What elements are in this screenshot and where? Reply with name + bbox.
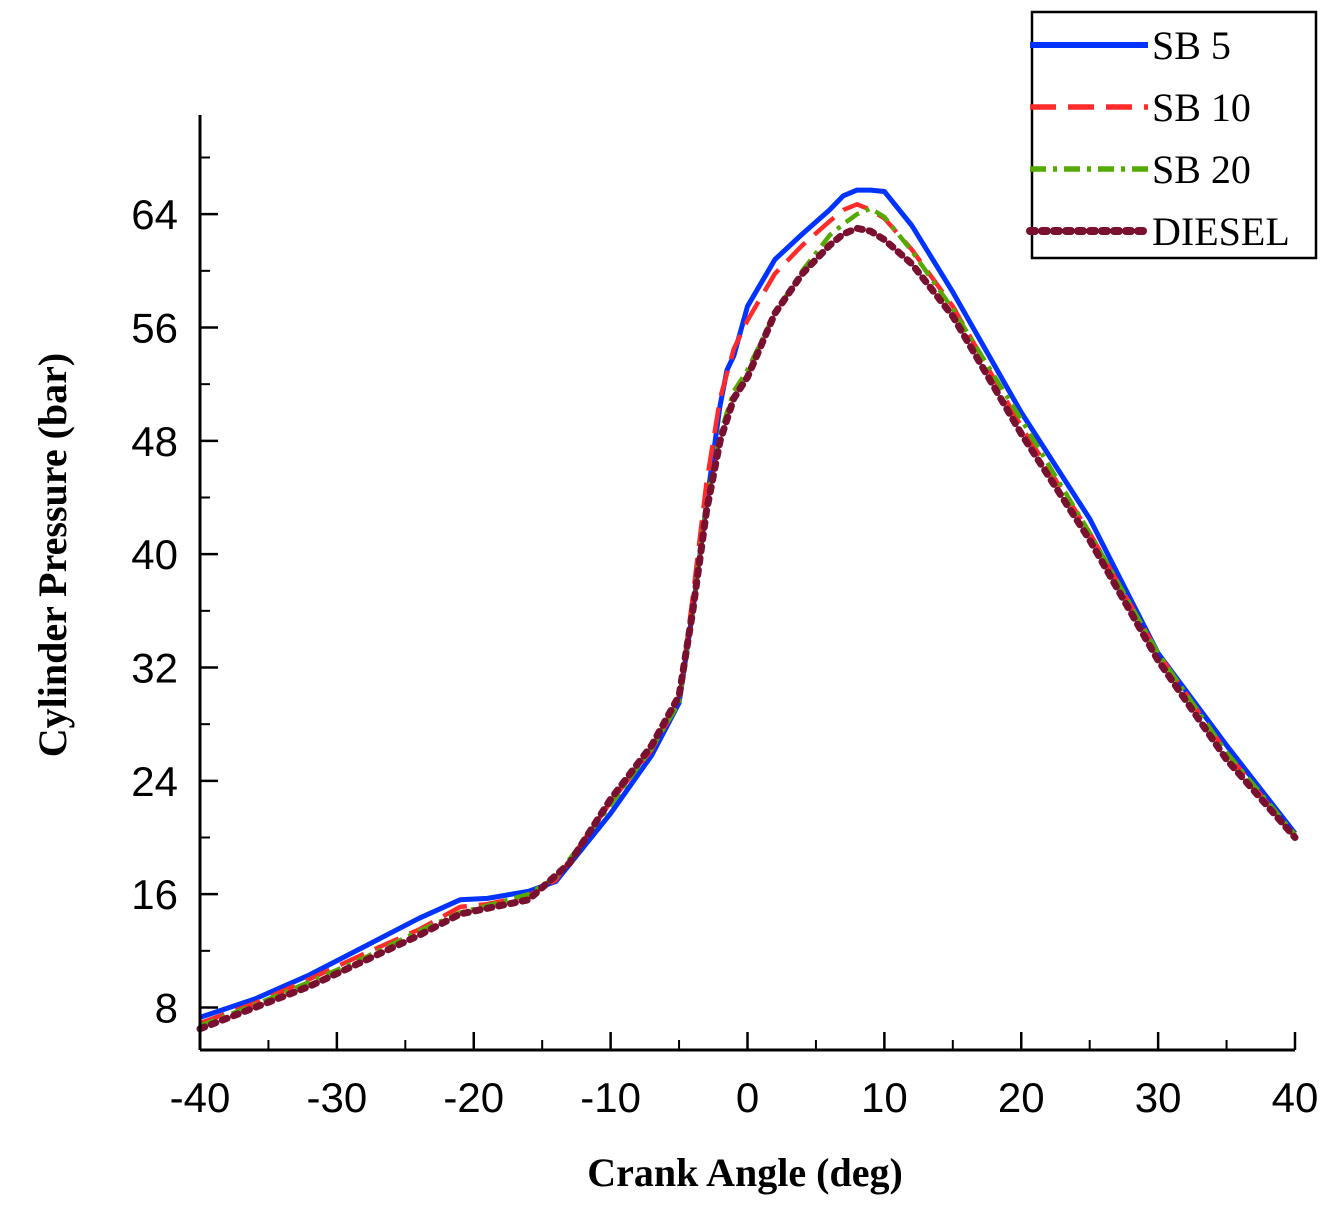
y-axis-title: Cylinder Pressure (bar) [30,353,75,757]
x-tick-label: -10 [580,1074,641,1121]
legend-label-sb-5: SB 5 [1152,23,1231,68]
x-axis-title: Crank Angle (deg) [587,1150,903,1195]
series-line-sb-5 [199,187,1297,1020]
legend-label-sb-10: SB 10 [1152,85,1251,130]
x-tick-label: 30 [1135,1074,1182,1121]
x-tick-label: -30 [307,1074,368,1121]
y-tick-label: 48 [131,418,178,465]
x-tick-label: 10 [861,1074,908,1121]
legend-label-diesel: DIESEL [1152,209,1290,254]
legend-box [1030,10,1318,260]
series-line-diesel [196,224,1299,1033]
legend-label-sb-20: SB 20 [1152,147,1251,192]
x-tick-label: -40 [170,1074,231,1121]
y-tick-label: 64 [131,191,178,238]
x-tick-label: 40 [1272,1074,1319,1121]
y-tick-label: 8 [155,985,178,1032]
x-tick-label: 20 [998,1074,1045,1121]
series-line-sb-10 [199,202,1297,1026]
legend-items: SB 5 SB 10 SB 20 DIESEL [1026,23,1290,254]
axes-layer: -40 -30 -20 -10 0 10 20 30 40 8 16 24 32 40 48 56 64 [131,115,1318,1121]
y-tick-label: 56 [131,305,178,352]
x-tick-label: 0 [736,1074,759,1121]
y-tick-label: 32 [131,645,178,692]
y-tick-label: 16 [131,871,178,918]
series-layer [196,187,1299,1033]
y-tick-label: 40 [131,531,178,578]
legend: SB 5 SB 10 SB 20 DIESEL [1026,10,1318,260]
x-tick-label: -20 [443,1074,504,1121]
y-tick-label: 24 [131,758,178,805]
